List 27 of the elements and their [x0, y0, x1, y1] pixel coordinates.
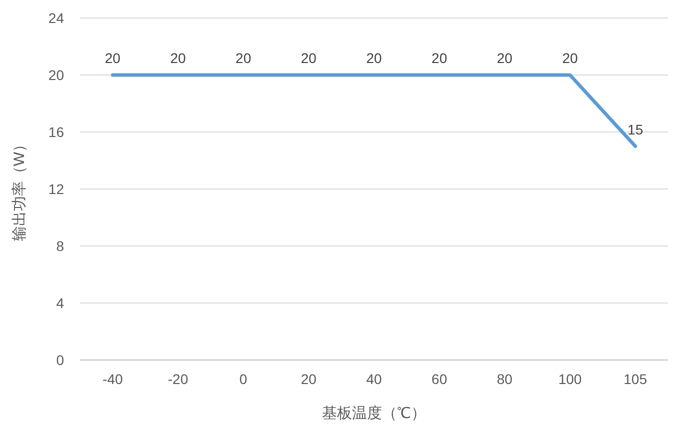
y-tick-label: 20	[48, 67, 64, 83]
data-label: 20	[300, 50, 317, 66]
x-axis-title: 基板温度（℃）	[322, 405, 426, 422]
x-tick-label: 60	[432, 371, 448, 387]
y-tick-label: 12	[48, 181, 64, 197]
data-label: 15	[628, 121, 644, 138]
x-tick-label: 20	[300, 371, 317, 387]
x-tick-label: 0	[239, 371, 248, 387]
y-tick-label: 0	[56, 352, 64, 368]
x-tick-label: 40	[366, 371, 382, 387]
x-tick-label: -40	[102, 371, 123, 387]
data-label: 20	[104, 50, 121, 66]
x-tick-label: 80	[496, 371, 513, 387]
x-tick-label: -20	[168, 371, 188, 387]
y-tick-label: 4	[56, 295, 64, 311]
y-axis-title: 输出功率（W）	[11, 136, 28, 242]
data-label: 20	[366, 50, 382, 66]
y-tick-label: 24	[48, 10, 64, 26]
x-tick-label: 105	[624, 371, 648, 387]
x-tick-label: 100	[558, 371, 582, 387]
data-label: 20	[562, 50, 578, 66]
y-tick-label: 16	[48, 124, 64, 140]
data-label: 20	[170, 50, 186, 66]
data-label: 20	[496, 50, 513, 66]
data-label: 20	[432, 50, 448, 66]
y-tick-label: 8	[56, 238, 64, 254]
data-label: 20	[236, 50, 252, 66]
